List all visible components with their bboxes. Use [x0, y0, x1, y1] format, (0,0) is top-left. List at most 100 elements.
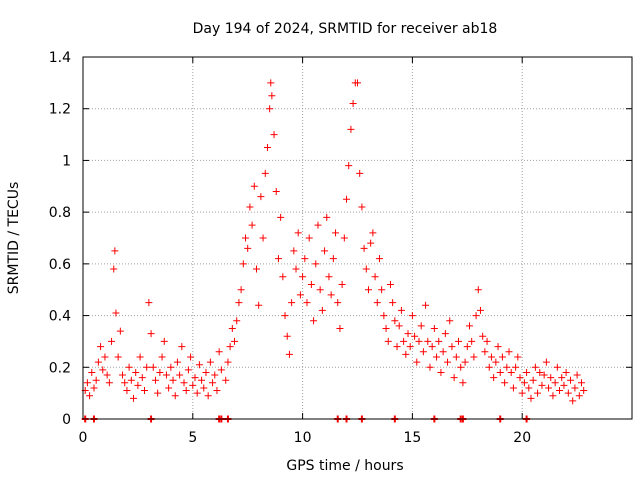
data-point — [202, 368, 210, 376]
data-point — [492, 358, 500, 366]
data-point — [507, 368, 515, 376]
data-point — [481, 348, 489, 356]
data-point — [125, 363, 133, 371]
data-point — [389, 299, 397, 307]
data-point — [395, 322, 403, 330]
data-point — [343, 195, 351, 203]
data-point — [542, 358, 550, 366]
data-point — [314, 221, 322, 229]
data-point — [88, 368, 96, 376]
data-point — [483, 337, 491, 345]
data-point — [378, 286, 386, 294]
data-point — [281, 312, 289, 320]
data-point — [127, 376, 135, 384]
data-point — [239, 260, 247, 268]
data-point — [560, 381, 568, 389]
data-point — [209, 379, 217, 387]
data-point — [556, 387, 564, 395]
data-point — [180, 379, 188, 387]
data-point — [415, 337, 423, 345]
data-point — [540, 371, 548, 379]
data-point — [266, 105, 274, 113]
data-point — [149, 363, 157, 371]
data-point — [567, 376, 575, 384]
data-points — [81, 79, 588, 405]
data-point — [292, 265, 300, 273]
y-tick-label: 1 — [62, 153, 71, 169]
data-point — [474, 286, 482, 294]
data-point — [373, 299, 381, 307]
data-point — [327, 291, 335, 299]
data-point — [406, 343, 414, 351]
data-point — [235, 299, 243, 307]
data-point — [437, 368, 445, 376]
data-point — [411, 332, 419, 340]
data-point — [470, 353, 478, 361]
data-point — [173, 358, 181, 366]
data-point — [448, 343, 456, 351]
data-point — [424, 337, 432, 345]
data-point — [400, 337, 408, 345]
data-point — [165, 384, 173, 392]
data-point — [154, 389, 162, 397]
data-point — [268, 92, 276, 100]
data-point — [562, 368, 570, 376]
data-point — [86, 392, 94, 400]
data-point — [198, 376, 206, 384]
data-point — [151, 376, 159, 384]
grid-lines — [83, 57, 632, 419]
data-point — [505, 348, 513, 356]
data-point — [119, 371, 127, 379]
data-point — [108, 337, 116, 345]
data-point — [569, 397, 577, 405]
data-point — [529, 376, 537, 384]
data-point — [364, 286, 372, 294]
data-point — [397, 306, 405, 314]
data-point — [116, 327, 124, 335]
data-point — [228, 325, 236, 332]
data-point — [538, 381, 546, 389]
data-point — [130, 394, 138, 402]
data-point — [547, 374, 555, 382]
data-point — [358, 203, 366, 211]
data-point — [509, 384, 517, 392]
data-point — [237, 286, 245, 294]
data-point — [439, 348, 447, 356]
data-point — [362, 265, 370, 273]
data-point — [288, 299, 296, 307]
data-point — [487, 353, 495, 361]
data-point — [184, 366, 192, 374]
data-point — [468, 337, 476, 345]
data-point — [334, 299, 342, 307]
data-point — [369, 229, 377, 237]
data-point — [391, 317, 399, 325]
data-point — [476, 306, 484, 314]
data-point — [345, 162, 353, 170]
data-point — [531, 363, 539, 371]
data-point — [494, 343, 502, 351]
y-tick-label: 0 — [62, 412, 71, 428]
data-point — [336, 325, 344, 332]
data-point — [573, 371, 581, 379]
data-point — [338, 281, 346, 289]
data-point — [250, 182, 258, 190]
data-point — [259, 234, 267, 242]
data-point — [307, 281, 315, 289]
data-point — [323, 213, 331, 221]
data-point — [204, 392, 212, 400]
data-point — [419, 348, 427, 356]
data-point — [340, 234, 348, 242]
data-point — [189, 381, 197, 389]
data-point — [534, 389, 542, 397]
data-point — [380, 312, 388, 320]
data-point — [523, 368, 531, 376]
data-point — [367, 239, 375, 247]
data-point — [452, 353, 460, 361]
data-point — [248, 221, 256, 229]
data-point — [520, 379, 528, 387]
data-point — [354, 79, 361, 87]
data-point — [514, 353, 522, 361]
chart-title: Day 194 of 2024, SRMTID for receiver ab1… — [193, 21, 498, 37]
